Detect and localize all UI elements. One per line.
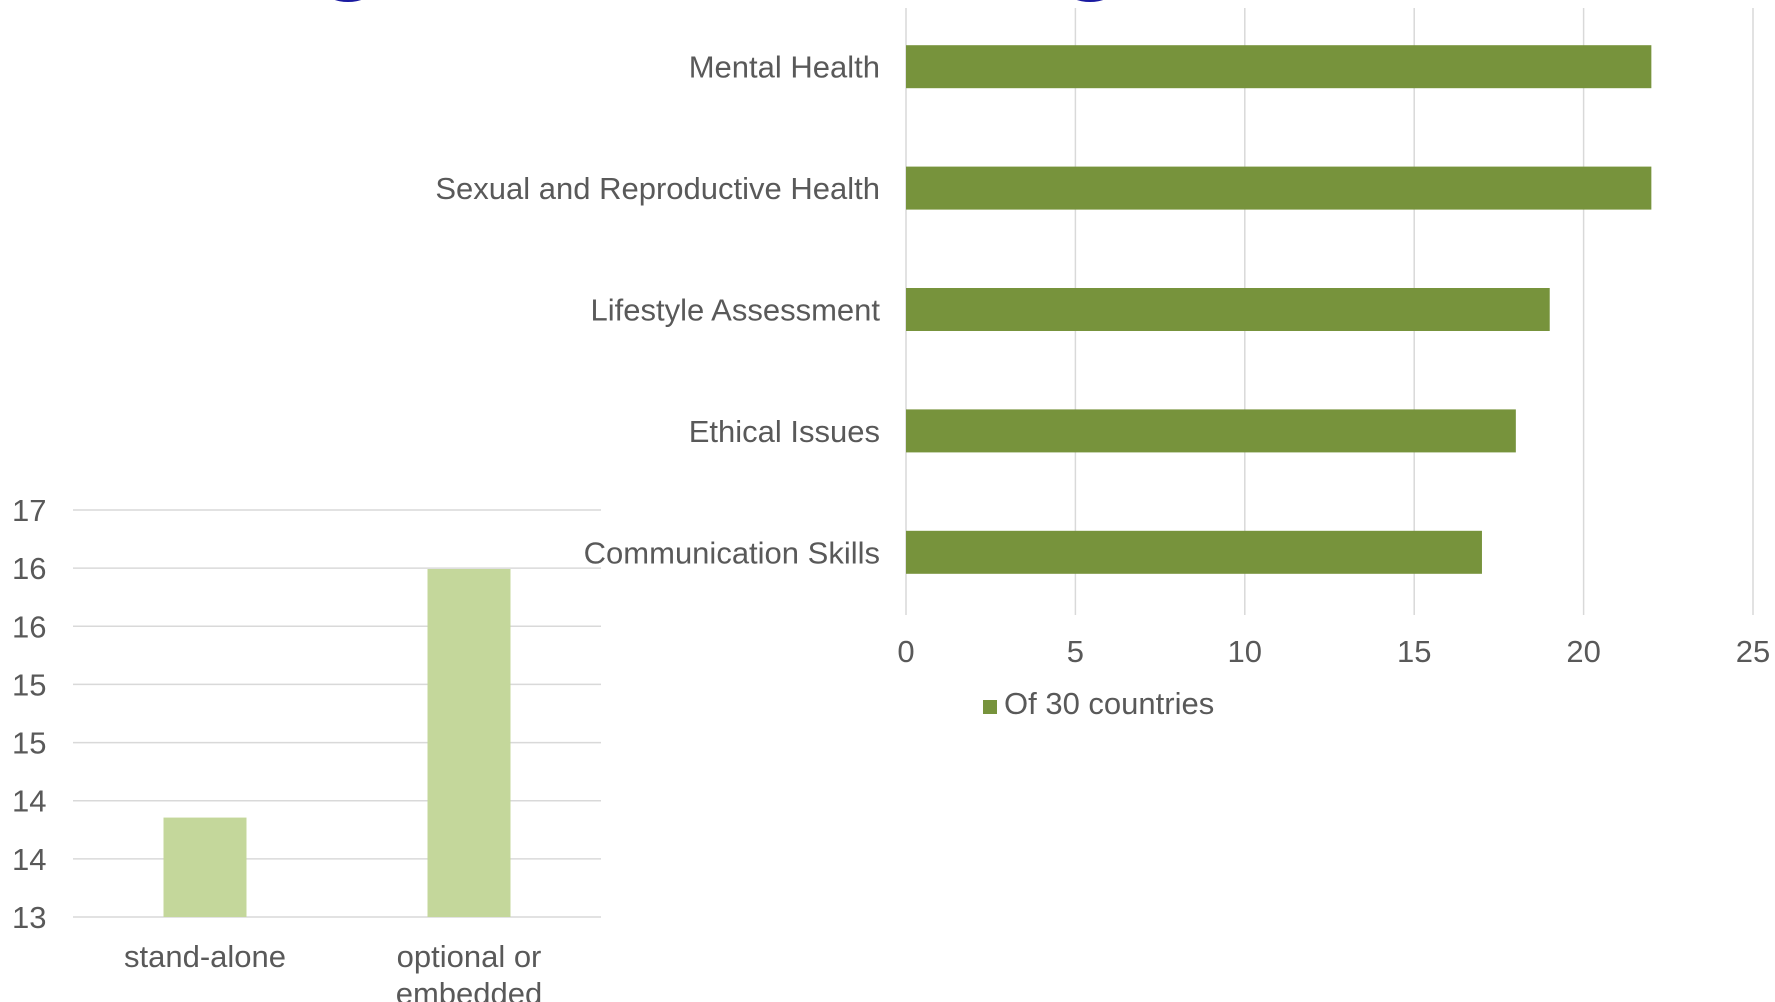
legend: Of 30 countries — [983, 686, 1214, 721]
v-gridlines — [73, 509, 601, 918]
vertical-bar-chart: 13 14 14 15 15 16 16 17 stand-alone optional or e… — [12, 493, 601, 1002]
v-bar — [427, 569, 511, 917]
v-category-labels: stand-alone optional or embedded — [124, 939, 542, 1002]
title-fragment — [334, 0, 1104, 2]
h-tick-labels: 0 5 10 15 20 25 — [897, 634, 1770, 669]
v-tick-label: 17 — [12, 493, 46, 528]
v-tick-labels: 13 14 14 15 15 16 16 17 — [12, 493, 46, 935]
h-category-label: Communication Skills — [584, 535, 880, 570]
h-tick-label: 25 — [1736, 634, 1770, 669]
v-tick-label: 15 — [12, 667, 46, 702]
h-tick-label: 5 — [1067, 634, 1084, 669]
v-tick-label: 16 — [12, 551, 46, 586]
v-bar — [163, 817, 247, 917]
h-category-label: Lifestyle Assessment — [591, 293, 881, 328]
v-tick-label: 14 — [12, 784, 46, 819]
h-bar — [906, 288, 1550, 331]
title-fragment-mark-right — [1076, 0, 1104, 2]
h-bar — [906, 530, 1482, 574]
h-tick-label: 10 — [1228, 634, 1262, 669]
v-category-label: optional or embedded — [396, 939, 543, 1002]
horizontal-bar-chart: Mental Health Sexual and Reproductive Hea… — [435, 8, 1770, 721]
v-tick-label: 14 — [12, 842, 46, 877]
legend-label: Of 30 countries — [1004, 686, 1214, 721]
v-category-label-line: optional or — [397, 939, 542, 974]
v-tick-label: 15 — [12, 726, 46, 761]
h-category-label: Mental Health — [689, 50, 880, 85]
title-fragment-mark-left — [334, 0, 362, 2]
legend-swatch — [983, 700, 997, 714]
h-category-labels: Mental Health Sexual and Reproductive Hea… — [435, 50, 880, 571]
h-bar — [906, 45, 1652, 89]
v-category-label: stand-alone — [124, 939, 286, 974]
v-category-label-line: stand-alone — [124, 939, 286, 974]
v-tick-label: 16 — [12, 609, 46, 644]
h-category-label: Sexual and Reproductive Health — [435, 171, 880, 206]
v-bars — [163, 569, 511, 917]
h-tick-label: 0 — [897, 634, 914, 669]
h-bars — [906, 45, 1652, 574]
v-tick-label: 13 — [12, 900, 46, 935]
h-bar — [906, 166, 1652, 210]
v-category-label-line: embedded — [396, 976, 543, 1002]
h-category-label: Ethical Issues — [689, 414, 880, 449]
h-tick-label: 15 — [1397, 634, 1431, 669]
h-tick-label: 20 — [1566, 634, 1600, 669]
h-bar — [906, 409, 1516, 453]
